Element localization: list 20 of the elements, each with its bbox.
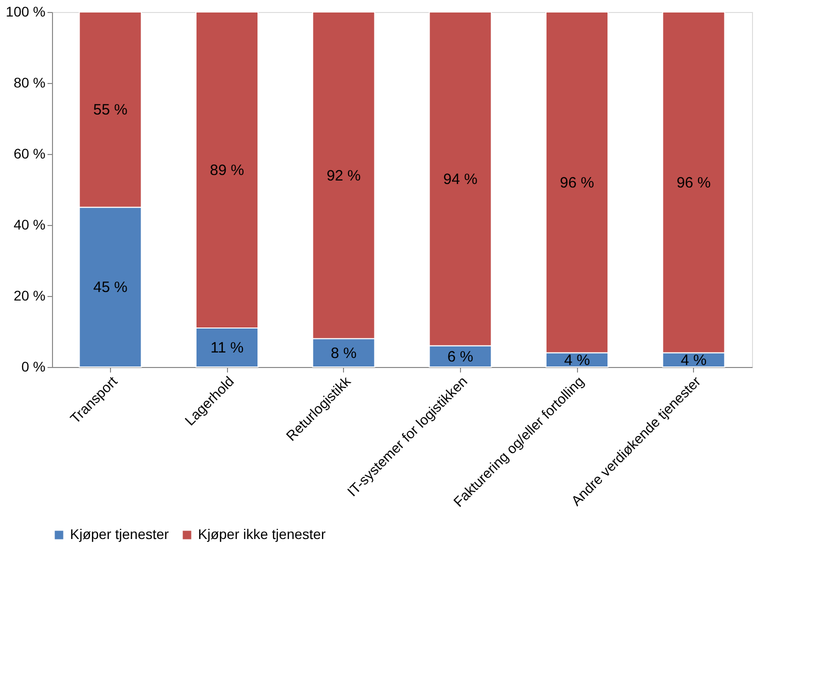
- y-tick-label: 20 %: [14, 288, 46, 304]
- data-label: 6 %: [447, 348, 474, 366]
- data-label: 92 %: [326, 167, 361, 184]
- data-label: 89 %: [210, 162, 244, 179]
- data-label: 96 %: [676, 174, 711, 192]
- data-label: 8 %: [330, 344, 357, 362]
- data-label: 45 %: [93, 279, 128, 296]
- legend-label: Kjøper ikke tjenester: [198, 526, 326, 542]
- data-label: 11 %: [210, 339, 244, 356]
- y-tick-label: 60 %: [14, 146, 46, 162]
- data-label: 94 %: [443, 170, 478, 188]
- y-tick-label: 0 %: [21, 358, 46, 374]
- y-tick-label: 100 %: [6, 4, 46, 20]
- data-label: 4 %: [680, 352, 707, 369]
- y-tick-label: 40 %: [14, 216, 46, 232]
- data-label: 55 %: [93, 102, 128, 119]
- data-label: 4 %: [564, 352, 590, 369]
- y-tick-label: 80 %: [14, 74, 46, 90]
- data-label: 96 %: [560, 174, 594, 192]
- legend-label: Kjøper tjenester: [70, 526, 170, 542]
